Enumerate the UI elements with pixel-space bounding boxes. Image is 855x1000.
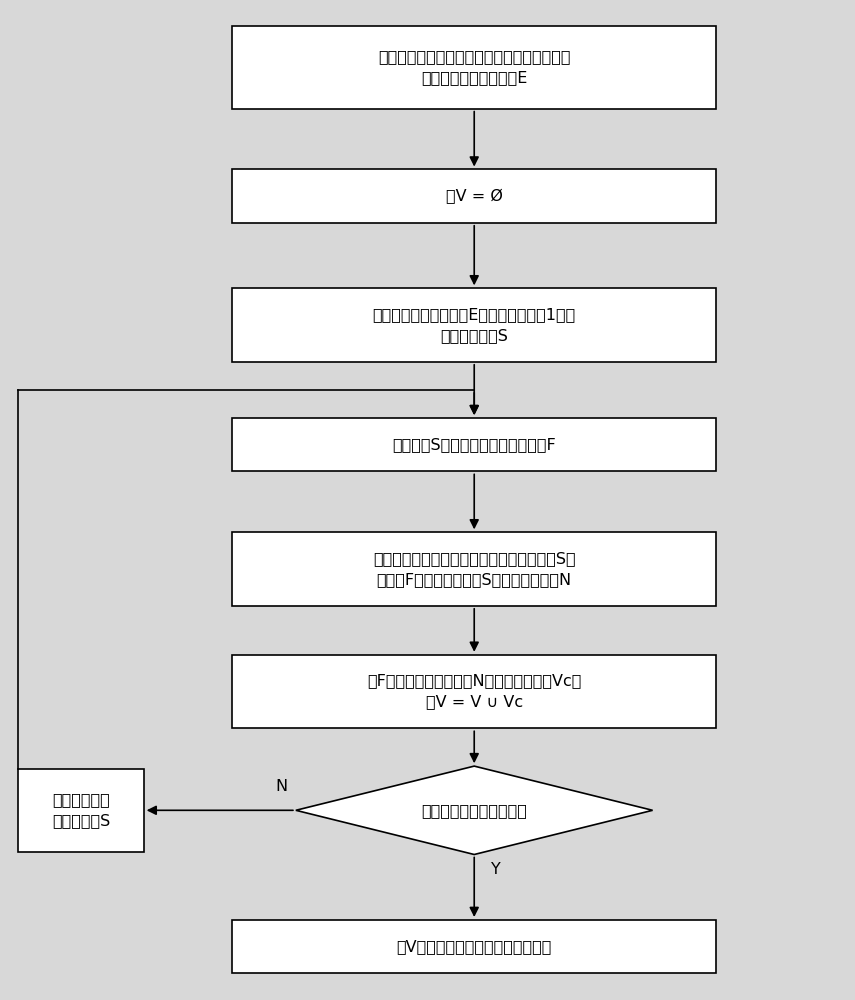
Text: 由F中不重复地随机抽取N个点，构成集合Vc；
令V = V ∪ Vc: 由F中不重复地随机抽取N个点，构成集合Vc； 令V = V ∪ Vc bbox=[367, 674, 581, 710]
Bar bbox=[232, 532, 716, 606]
Text: 根据用户给定的随机采样率、最小采样数、S的
面积与F集合的大小确定S中的实际采样数N: 根据用户给定的随机采样率、最小采样数、S的 面积与F集合的大小确定S中的实际采样… bbox=[373, 551, 575, 587]
Bar bbox=[232, 920, 716, 973]
Text: 置下一个分块
为当前分块S: 置下一个分块 为当前分块S bbox=[52, 792, 110, 828]
Text: 利用标准边缘检测算法或骨架提取算法获取二
值边缘或骨架特征图像E: 利用标准边缘检测算法或骨架提取算法获取二 值边缘或骨架特征图像E bbox=[378, 49, 570, 85]
Polygon shape bbox=[296, 766, 652, 855]
Bar bbox=[232, 26, 716, 109]
Text: 对V利用标准霍夫变换完成曲线检测: 对V利用标准霍夫变换完成曲线检测 bbox=[397, 939, 552, 954]
Bar bbox=[232, 288, 716, 362]
Text: Y: Y bbox=[491, 862, 500, 877]
Bar bbox=[232, 418, 716, 471]
Text: N: N bbox=[275, 779, 287, 794]
Bar bbox=[18, 769, 144, 852]
Text: 所有分块均已处理完毕？: 所有分块均已处理完毕？ bbox=[422, 803, 528, 818]
Bar bbox=[232, 655, 716, 728]
Text: 置V = Ø: 置V = Ø bbox=[445, 189, 503, 204]
Text: 利用给定的分块尺寸对E进行分块；置第1个分
块为当前分块S: 利用给定的分块尺寸对E进行分块；置第1个分 块为当前分块S bbox=[373, 307, 576, 343]
Bar bbox=[232, 169, 716, 223]
Text: 遍历搜索S中所有特征像素点的集合F: 遍历搜索S中所有特征像素点的集合F bbox=[392, 437, 556, 452]
